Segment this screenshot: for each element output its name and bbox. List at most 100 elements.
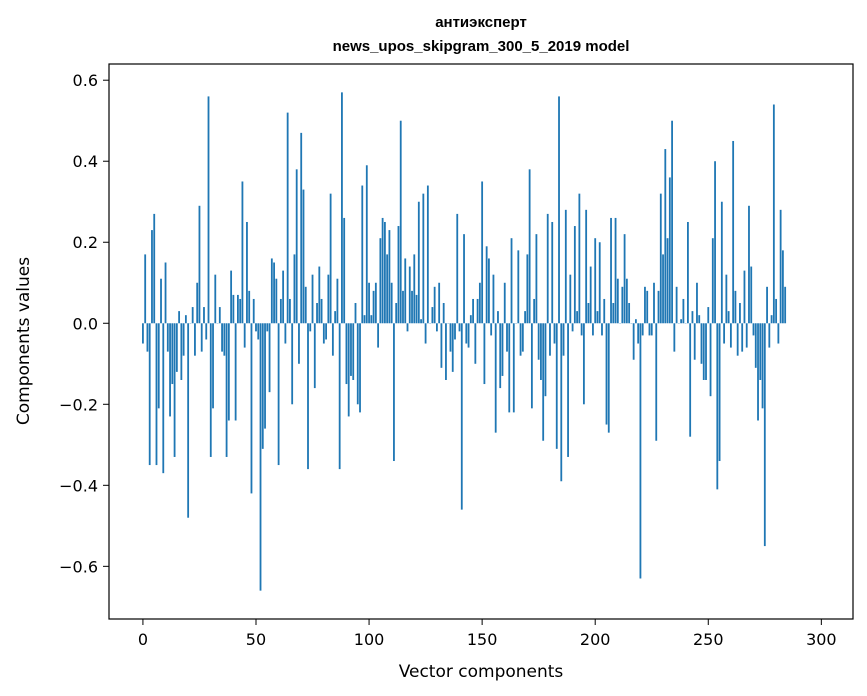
bar-component-246: [698, 315, 701, 324]
bar-component-171: [528, 169, 531, 324]
bar-component-249: [705, 323, 707, 380]
bar-component-116: [404, 258, 407, 324]
bar-component-159: [501, 323, 504, 376]
bar-component-181: [551, 221, 554, 324]
bar-component-194: [580, 323, 583, 336]
bar-component-164: [512, 323, 515, 413]
bar-component-93: [352, 323, 355, 380]
bar-component-146: [472, 298, 474, 324]
x-tick-label: 0: [138, 630, 148, 649]
bar-component-245: [696, 282, 698, 324]
bar-component-232: [666, 238, 669, 324]
bar-component-84: [331, 323, 334, 356]
bar-component-238: [680, 319, 683, 324]
bar-component-137: [451, 323, 454, 372]
bar-component-226: [653, 282, 655, 324]
bar-component-90: [345, 323, 348, 385]
bar-component-170: [526, 254, 529, 324]
bar-component-140: [458, 323, 461, 332]
bar-component-229: [659, 193, 662, 324]
bar-component-252: [711, 238, 714, 324]
bar-component-197: [587, 303, 590, 324]
bar-component-131: [438, 282, 441, 324]
bar-component-66: [291, 323, 294, 405]
bar-component-112: [395, 303, 398, 324]
bar-component-163: [510, 238, 513, 324]
bar-component-149: [478, 282, 481, 324]
bar-component-125: [424, 323, 427, 344]
bar-component-276: [766, 286, 768, 324]
bar-component-16: [178, 311, 181, 324]
bar-component-17: [180, 323, 183, 380]
bar-component-8: [160, 278, 162, 324]
bar-component-114: [399, 120, 402, 324]
bar-component-228: [657, 290, 660, 324]
bar-component-265: [741, 323, 744, 352]
bar-component-3: [148, 323, 151, 466]
bar-component-256: [720, 201, 723, 324]
bar-component-155: [492, 274, 495, 324]
bar-component-248: [702, 323, 705, 380]
bar-component-19: [184, 315, 187, 324]
bar-component-82: [327, 274, 330, 324]
bar-component-261: [732, 140, 735, 324]
bar-component-45: [243, 323, 246, 348]
bar-component-207: [610, 217, 612, 324]
bar-component-213: [623, 234, 626, 324]
bar-component-277: [768, 323, 771, 348]
bar-component-253: [714, 161, 716, 324]
bar-component-205: [605, 323, 608, 425]
bar-component-73: [307, 323, 309, 470]
bar-component-57: [270, 258, 273, 324]
bar-component-115: [402, 290, 404, 324]
bar-component-48: [250, 323, 253, 494]
bar-component-71: [302, 189, 305, 324]
bar-component-34: [218, 307, 221, 324]
bar-component-231: [664, 149, 667, 324]
bar-component-166: [517, 250, 520, 324]
bar-component-83: [329, 193, 332, 324]
bar-component-233: [668, 177, 671, 324]
bar-component-247: [700, 323, 703, 364]
bar-component-101: [370, 315, 373, 324]
bar-component-12: [169, 323, 171, 417]
bar-component-77: [316, 303, 318, 324]
bar-component-15: [175, 323, 178, 372]
bar-component-37: [225, 323, 228, 457]
bar-component-35: [221, 323, 223, 352]
bar-component-215: [628, 303, 631, 324]
bar-component-43: [239, 298, 242, 324]
bar-component-218: [635, 319, 637, 324]
y-tick-label: −0.4: [59, 476, 98, 495]
x-tick-label: 50: [246, 630, 266, 649]
bar-component-183: [555, 323, 558, 449]
bar-component-279: [772, 104, 775, 324]
bar-component-154: [490, 323, 493, 336]
bar-component-110: [390, 282, 393, 324]
bar-component-52: [259, 323, 262, 591]
bar-component-44: [241, 181, 244, 324]
y-tick-label: 0.2: [73, 233, 98, 252]
bar-component-220: [639, 323, 642, 579]
bar-component-32: [214, 274, 217, 324]
bar-component-129: [433, 286, 436, 324]
bar-component-86: [336, 278, 339, 324]
bars-group: [142, 92, 787, 591]
bar-component-39: [230, 270, 233, 324]
bar-component-241: [687, 221, 689, 324]
bar-component-62: [282, 270, 285, 324]
bar-component-28: [205, 323, 208, 340]
bar-component-58: [273, 262, 275, 324]
bar-component-182: [553, 323, 556, 344]
bar-component-111: [393, 323, 395, 462]
bar-component-87: [338, 323, 341, 470]
bar-component-124: [422, 193, 425, 324]
bar-component-97: [361, 185, 364, 324]
bar-component-180: [549, 323, 551, 356]
bar-component-260: [729, 323, 732, 348]
bar-component-141: [460, 323, 463, 510]
bar-component-61: [279, 298, 282, 324]
bar-component-186: [562, 323, 565, 356]
bar-component-217: [632, 323, 635, 360]
bar-component-41: [234, 323, 237, 421]
